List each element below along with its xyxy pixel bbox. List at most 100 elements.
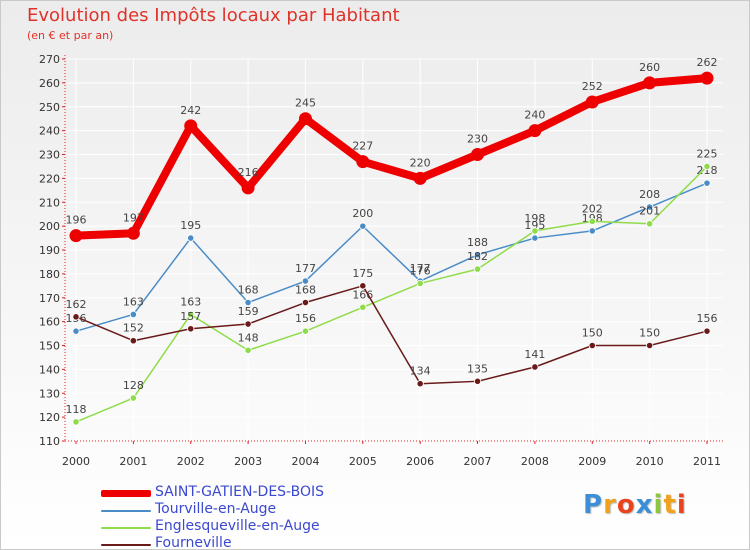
x-tick-label-2009: 2009 [578, 455, 606, 468]
data-label-fourneville-2010: 150 [639, 327, 660, 340]
data-point-saint-gatien-des-bois-2007 [471, 148, 485, 161]
data-label-saint-gatien-des-bois-2008: 240 [524, 109, 545, 122]
data-point-saint-gatien-des-bois-2003 [241, 181, 255, 195]
data-label-tourville-en-auge-2002: 195 [180, 219, 201, 232]
y-tick-label-230: 230 [39, 149, 60, 162]
data-point-saint-gatien-des-bois-2002 [184, 119, 198, 133]
data-point-tourville-en-auge-2007 [473, 251, 482, 259]
data-label-tourville-en-auge-2008: 195 [524, 219, 545, 232]
data-label-tourville-en-auge-2004: 177 [295, 262, 316, 275]
data-point-fourneville-2008 [531, 363, 539, 371]
data-label-englesqueville-en-auge-2000: 118 [66, 403, 87, 416]
data-label-fourneville-2003: 159 [238, 305, 259, 318]
data-point-englesqueville-en-auge-2006 [416, 279, 424, 288]
chart-title: Evolution des Impôts locaux par Habitant [27, 5, 400, 26]
legend-label-englesqueville-en-auge: Englesqueville-en-Auge [155, 518, 320, 534]
data-point-saint-gatien-des-bois-2006 [413, 171, 427, 185]
series-englesqueville-en-auge: 118 128 163 148 156 166 176 182 198 202 201 225 [66, 147, 718, 426]
data-point-englesqueville-en-auge-2005 [359, 303, 367, 311]
data-label-saint-gatien-des-bois-2000: 196 [66, 214, 87, 227]
y-tick-label-210: 210 [39, 196, 60, 209]
data-label-fourneville-2004: 168 [295, 284, 316, 297]
y-tick-label-190: 190 [39, 244, 60, 257]
logo-letter: t [663, 490, 677, 520]
logo-letter: i [653, 490, 664, 520]
data-point-fourneville-2006 [416, 380, 424, 388]
series-line-tourville-en-auge [75, 182, 708, 332]
legend-swatch-englesqueville-en-auge [101, 527, 151, 529]
data-label-fourneville-2005: 175 [352, 267, 373, 280]
data-point-tourville-en-auge-2000 [72, 327, 80, 335]
data-label-saint-gatien-des-bois-2001: 197 [123, 211, 144, 224]
x-tick-label-2005: 2005 [349, 455, 377, 468]
proxiti-logo: Proxiti [583, 490, 687, 520]
x-tick-label-2003: 2003 [234, 455, 262, 468]
data-label-englesqueville-en-auge-2011: 225 [697, 147, 718, 160]
data-point-englesqueville-en-auge-2000 [72, 418, 80, 426]
y-tick-label-170: 170 [39, 292, 60, 305]
x-tick-label-2007: 2007 [464, 455, 492, 468]
legend-label-fourneville: Fourneville [155, 535, 232, 550]
data-point-tourville-en-auge-2005 [359, 222, 367, 230]
data-label-englesqueville-en-auge-2006: 176 [410, 264, 431, 277]
data-point-fourneville-2010 [646, 341, 654, 350]
data-point-fourneville-2009 [588, 341, 596, 350]
series-fourneville: 162 152 157 159 168 175 134 135 141 150 150 156 [66, 267, 718, 388]
data-point-tourville-en-auge-2011 [703, 179, 711, 187]
y-tick-label-150: 150 [39, 340, 60, 353]
data-label-saint-gatien-des-bois-2007: 230 [467, 133, 488, 146]
data-label-tourville-en-auge-2003: 168 [238, 284, 259, 297]
data-label-tourville-en-auge-2011: 218 [697, 164, 718, 177]
data-label-fourneville-2008: 141 [524, 348, 545, 361]
data-point-saint-gatien-des-bois-2008 [528, 124, 542, 138]
grid [65, 58, 723, 442]
logo-letter: o [616, 490, 636, 520]
y-tick-label-180: 180 [39, 268, 60, 281]
y-tick-label-260: 260 [39, 77, 60, 90]
logo-letter: r [603, 490, 617, 520]
data-label-englesqueville-en-auge-2007: 182 [467, 250, 488, 263]
legend-label-tourville-en-auge: Tourville-en-Auge [155, 501, 277, 517]
data-point-englesqueville-en-auge-2004 [301, 327, 310, 335]
logo-letter: i [676, 490, 687, 520]
data-point-fourneville-2003 [244, 320, 252, 328]
data-point-saint-gatien-des-bois-2011 [700, 71, 714, 85]
data-label-fourneville-2002: 157 [180, 310, 201, 323]
x-tick-label-2006: 2006 [406, 455, 434, 468]
data-point-tourville-en-auge-2004 [301, 277, 310, 285]
data-point-tourville-en-auge-2001 [129, 310, 137, 319]
data-point-tourville-en-auge-2010 [646, 203, 654, 211]
data-label-englesqueville-en-auge-2010: 201 [639, 205, 660, 218]
data-label-saint-gatien-des-bois-2003: 216 [238, 166, 259, 179]
data-point-tourville-en-auge-2003 [244, 298, 252, 307]
y-tick-label-110: 110 [39, 435, 60, 448]
series-line-englesqueville-en-auge [75, 165, 708, 423]
legend-swatch-fourneville [101, 544, 151, 546]
data-label-fourneville-2000: 162 [66, 298, 87, 311]
y-tick-label-220: 220 [39, 172, 60, 185]
series-line-saint-gatien-des-bois [72, 74, 711, 240]
data-label-saint-gatien-des-bois-2011: 262 [697, 56, 718, 69]
y-tick-label-270: 270 [39, 53, 60, 66]
data-point-saint-gatien-des-bois-2001 [126, 226, 140, 240]
x-tick-label-2011: 2011 [693, 455, 721, 468]
data-label-saint-gatien-des-bois-2004: 245 [295, 97, 316, 110]
x-tick-label-2010: 2010 [636, 455, 664, 468]
y-tick-label-250: 250 [39, 101, 60, 114]
legend-label-saint-gatien-des-bois: SAINT-GATIEN-DES-BOIS [155, 484, 325, 500]
data-point-fourneville-2002 [187, 325, 195, 333]
data-label-englesqueville-en-auge-2001: 128 [123, 379, 144, 392]
data-point-fourneville-2004 [301, 298, 310, 307]
data-label-englesqueville-en-auge-2009: 202 [582, 202, 603, 215]
data-point-saint-gatien-des-bois-2005 [356, 155, 370, 169]
data-label-saint-gatien-des-bois-2009: 252 [582, 80, 603, 93]
data-point-fourneville-2000 [72, 313, 80, 321]
data-point-englesqueville-en-auge-2007 [473, 265, 482, 273]
x-tick-label-2000: 2000 [62, 455, 90, 468]
data-label-fourneville-2011: 156 [697, 312, 718, 325]
data-point-tourville-en-auge-2008 [531, 234, 539, 242]
chart-subtitle: (en € et par an) [27, 29, 114, 42]
y-tick-label-200: 200 [39, 220, 60, 233]
y-tick-label-130: 130 [39, 387, 60, 400]
